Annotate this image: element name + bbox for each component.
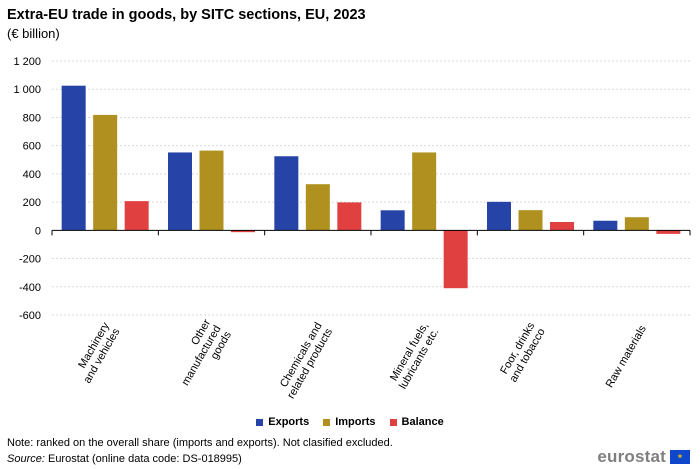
legend-label-balance: Balance [401,416,444,428]
y-tick-label: -400 [19,282,41,294]
bar-balance-4[interactable] [550,222,574,231]
legend: Exports Imports Balance [0,416,700,428]
logo-text: eurostat [597,447,666,466]
x-axis [51,229,691,236]
bar-exports-4[interactable] [487,201,511,231]
bar-exports-3[interactable] [380,210,405,231]
x-category-label: Machineryand vehicles [71,320,123,385]
source-label: Source: [7,453,45,465]
x-category-label: Raw materials [604,323,649,390]
eurostat-logo[interactable]: eurostat ✶ [597,448,690,465]
chart-subtitle: (€ billion) [7,26,60,41]
y-tick-label: 0 [35,225,41,237]
legend-item-exports[interactable]: Exports [256,416,309,428]
gridlines [52,60,690,316]
x-category-label: Othermanufacturedgoods [169,317,234,394]
y-tick-label: 200 [23,197,41,209]
y-tick-label: -200 [19,254,41,266]
bar-exports-5[interactable] [593,220,618,231]
bar-imports-3[interactable] [412,152,437,231]
bar-exports-1[interactable] [168,152,192,231]
x-category-label: Mineral fuels,lubricants etc. [387,321,442,392]
legend-swatch-imports [323,418,331,426]
y-tick-label: 800 [23,112,41,124]
eu-flag-icon: ✶ [670,449,690,464]
x-axis-category-labels: Machineryand vehicles Othermanufacturedgo… [71,317,649,401]
bar-exports-2[interactable] [274,156,299,231]
legend-label-imports: Imports [335,416,376,428]
y-tick-label: 600 [23,141,41,153]
bar-balance-3[interactable] [443,230,468,289]
source-line: Source: Eurostat (online data code: DS-0… [7,453,242,465]
bar-imports-2[interactable] [305,184,330,231]
bars [61,85,681,289]
bar-imports-4[interactable] [518,210,543,231]
footnote: Note: ranked on the overall share (impor… [7,437,393,449]
chart-title: Extra-EU trade in goods, by SITC section… [7,7,366,23]
y-tick-label: -600 [19,310,41,322]
bar-balance-5[interactable] [656,230,681,234]
legend-label-exports: Exports [268,416,310,428]
legend-item-balance[interactable]: Balance [389,416,444,428]
x-category-label: Foor, drinksand tobacco [497,320,548,384]
y-tick-label: 400 [23,169,41,181]
y-tick-label: 1 200 [13,56,41,68]
bar-balance-1[interactable] [231,230,255,233]
bar-imports-1[interactable] [199,150,224,231]
y-axis-tick-labels: -600 -400 -200 0 200 400 600 800 1 000 1 200 [13,56,41,322]
x-category-label: Chemicals andrelated products [275,320,335,401]
bar-imports-5[interactable] [624,217,649,231]
bar-balance-0[interactable] [124,201,149,231]
bar-exports-0[interactable] [61,85,86,231]
bar-balance-2[interactable] [337,202,362,231]
legend-swatch-exports [256,418,264,426]
y-tick-label: 1 000 [13,84,41,96]
bar-imports-0[interactable] [93,114,118,231]
legend-swatch-balance [389,418,397,426]
source-text: Eurostat (online data code: DS-018995) [44,453,242,465]
legend-item-imports[interactable]: Imports [323,416,376,428]
